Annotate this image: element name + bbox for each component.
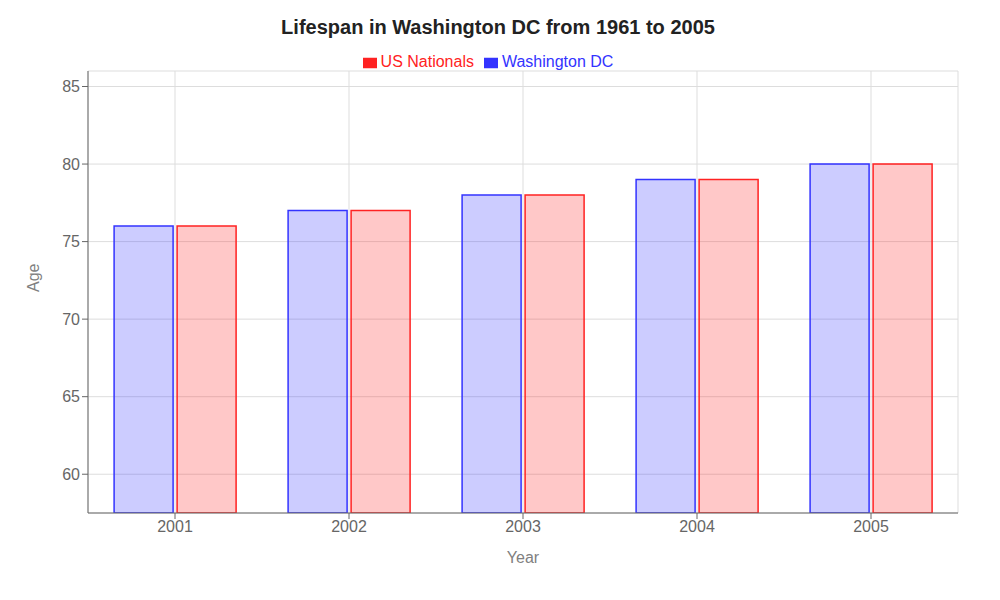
svg-text:2004: 2004 [679, 518, 715, 535]
html-text:Lifespan in Washington DC from: Lifespan in Washington DC from 1961 to 2… [281, 16, 715, 38]
svg-text:85: 85 [62, 78, 80, 95]
svg-text:65: 65 [62, 388, 80, 405]
svg-text:75: 75 [62, 233, 80, 250]
svg-text:2001: 2001 [157, 518, 193, 535]
svg-text:2003: 2003 [505, 518, 541, 535]
svg-text:60: 60 [62, 466, 80, 483]
html-text:US Nationals: US Nationals [380, 53, 474, 70]
svg-text:Year: Year [507, 549, 540, 566]
svg-text:80: 80 [62, 156, 80, 173]
svg-text:2002: 2002 [331, 518, 367, 535]
html-text:Washington DC: Washington DC [502, 53, 614, 70]
svg-text:70: 70 [62, 311, 80, 328]
svg-text:2005: 2005 [853, 518, 889, 535]
svg-text:Age: Age [25, 263, 42, 292]
